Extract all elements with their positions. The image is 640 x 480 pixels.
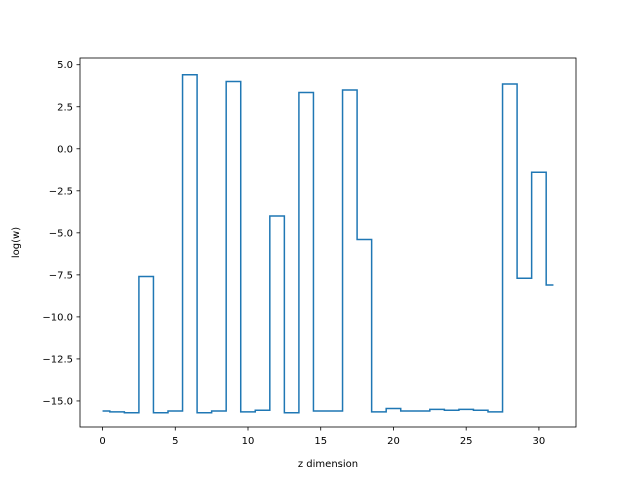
y-axis: 5.0 2.5 0.0 −2.5 −5.0 −7.5 −10.0 −12.5 −15.0 xyxy=(42,60,80,407)
x-tick-label: 30 xyxy=(533,436,546,447)
y-tick-label: 2.5 xyxy=(57,102,73,113)
x-axis: 0 5 10 15 20 25 30 xyxy=(99,427,545,447)
series-line-0 xyxy=(102,74,554,414)
x-tick-label: 5 xyxy=(172,436,178,447)
x-tick-label: 0 xyxy=(99,436,105,447)
y-tick-label: −7.5 xyxy=(49,270,73,281)
y-tick-label: 5.0 xyxy=(57,60,73,71)
x-tick-label: 20 xyxy=(387,436,400,447)
x-tick-label: 15 xyxy=(314,436,327,447)
y-axis-label: log(w) xyxy=(11,227,22,258)
x-tick-label: 10 xyxy=(242,436,255,447)
x-axis-label: z dimension xyxy=(298,459,358,470)
y-tick-label: −12.5 xyxy=(42,354,73,365)
y-tick-label: −2.5 xyxy=(49,186,73,197)
plot-frame xyxy=(79,57,577,428)
y-tick-label: 0.0 xyxy=(57,144,73,155)
y-tick-label: −5.0 xyxy=(49,228,73,239)
y-tick-label: −10.0 xyxy=(42,312,73,323)
x-tick-label: 25 xyxy=(460,436,473,447)
series-layer xyxy=(102,74,554,414)
y-tick-label: −15.0 xyxy=(42,396,73,407)
